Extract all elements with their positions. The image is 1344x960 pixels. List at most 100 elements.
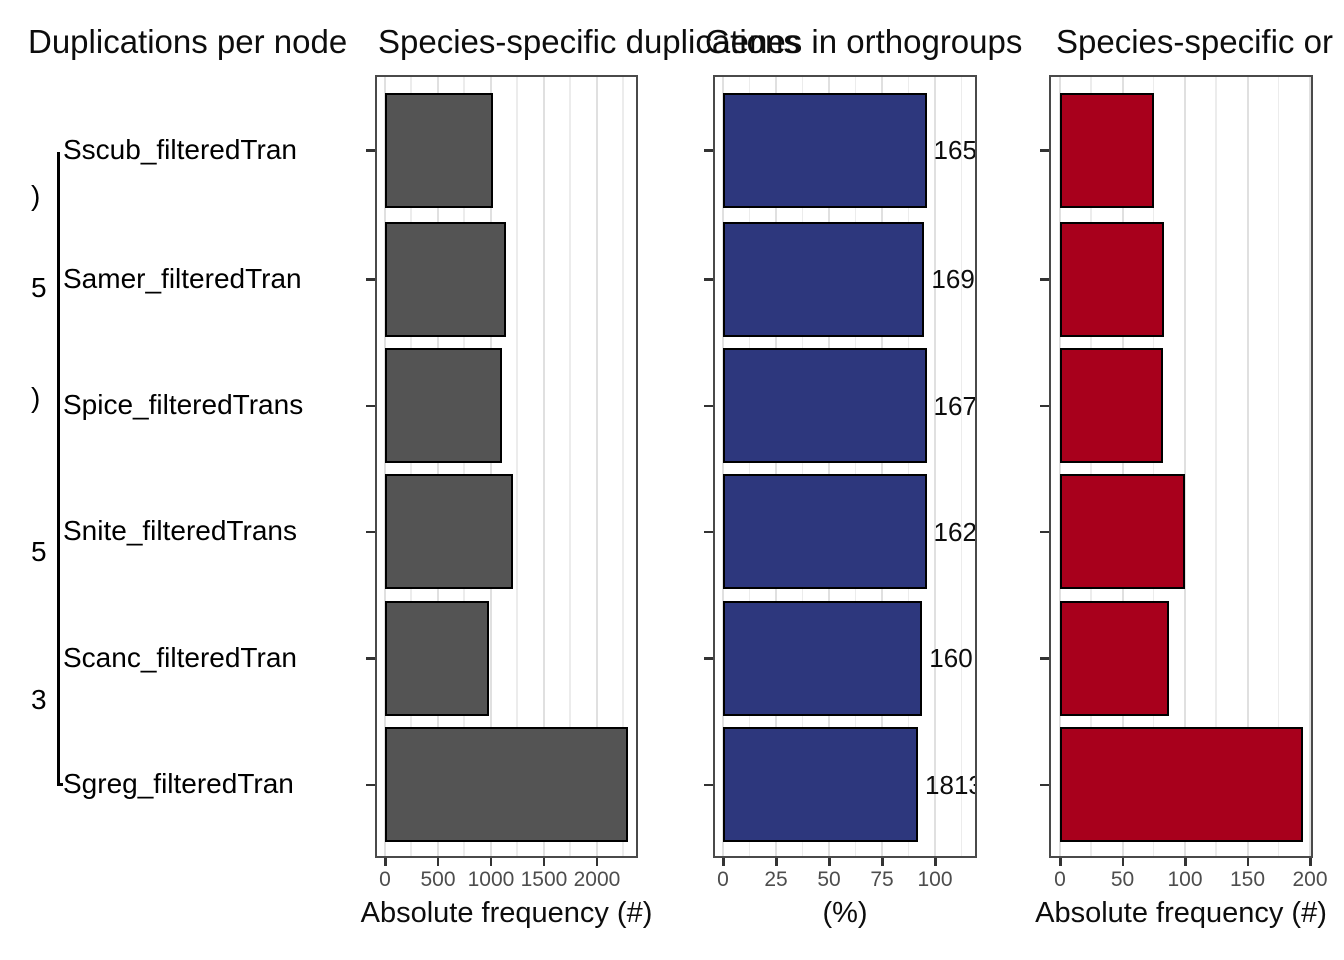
minor-gridline — [1152, 75, 1155, 858]
bar-Spice_filteredTrans — [385, 348, 502, 463]
bar-Sgreg_filteredTran — [1060, 727, 1303, 842]
x-axis-tick — [489, 858, 493, 866]
major-gridline — [722, 75, 724, 858]
x-axis-tick — [1059, 858, 1062, 866]
x-axis-tick-label: 200 — [1292, 868, 1328, 891]
major-gridline — [384, 75, 386, 858]
major-gridline — [1309, 75, 1311, 858]
x-axis-tick-label: 75 — [870, 868, 894, 891]
y-axis-tick — [366, 657, 375, 660]
tree-branch-stub — [57, 783, 63, 786]
minor-gridline — [854, 75, 856, 858]
x-axis-tick — [1309, 858, 1312, 866]
x-axis-tick — [775, 858, 778, 866]
tip-label-sscub: Sscub_filteredTran — [63, 134, 297, 165]
y-axis-tick — [366, 404, 375, 407]
plot-title-duplications-per-node: Duplications per node — [28, 23, 348, 60]
major-gridline — [542, 75, 545, 858]
x-axis-tick — [828, 858, 831, 866]
y-axis-tick — [366, 530, 375, 533]
major-gridline — [828, 75, 830, 858]
major-gridline — [436, 75, 439, 858]
species-tree-panel: Sscub_filteredTran Samer_filteredTran Sp… — [0, 75, 375, 858]
minor-gridline — [1090, 75, 1092, 858]
node-label-partial-3: ) — [31, 382, 41, 413]
bar-Sscub_filteredTran — [723, 92, 927, 208]
bar-panel-genes-in-orthogroups: 165 169 167 162 160 1813 — [713, 75, 977, 858]
minor-gridline — [622, 75, 624, 858]
tip-label-scanc: Scanc_filteredTran — [63, 642, 297, 673]
bar-value-label: 169 — [931, 264, 975, 294]
y-axis-tick — [1040, 657, 1049, 660]
y-axis-tick — [366, 783, 375, 786]
x-axis-tick-label: 50 — [817, 868, 841, 891]
bar-Snite_filteredTrans — [723, 474, 927, 589]
plot-title-species-specific-duplications: Species-specific duplications — [378, 23, 800, 60]
plot-title-genes-in-orthogroups: Genes in orthogroups — [705, 23, 1023, 60]
x-axis-tick — [881, 858, 884, 866]
bar-Sgreg_filteredTran — [385, 727, 628, 842]
x-axis-tick-label: 500 — [420, 868, 456, 891]
bar-value-label: 165 — [933, 135, 977, 165]
minor-gridline — [463, 75, 465, 858]
y-axis-tick — [704, 404, 713, 407]
x-axis-tick — [384, 858, 387, 866]
x-axis-tick-label: 100 — [1167, 868, 1203, 891]
bar-Snite_filteredTrans — [385, 474, 514, 589]
minor-gridline — [1215, 75, 1217, 858]
tip-label-snite: Snite_filteredTrans — [63, 515, 297, 546]
major-gridline — [1121, 75, 1124, 858]
x-axis-tick-label: 25 — [764, 868, 788, 891]
bar-Spice_filteredTrans — [1060, 348, 1163, 463]
tip-label-samer: Samer_filteredTran — [63, 263, 302, 294]
y-axis-tick — [366, 278, 375, 281]
major-gridline — [595, 75, 598, 858]
minor-gridline — [748, 75, 750, 858]
bar-Scanc_filteredTran — [723, 600, 923, 716]
node-label-partial-4: 5 — [31, 536, 47, 567]
bar-Samer_filteredTran — [723, 221, 925, 337]
x-axis-title: Absolute frequency (#) — [1035, 897, 1327, 929]
bar-Scanc_filteredTran — [385, 600, 489, 716]
minor-gridline — [960, 75, 963, 858]
x-axis-tick — [1184, 858, 1187, 866]
y-axis-tick — [1040, 278, 1049, 281]
x-axis-title: (%) — [822, 897, 868, 929]
bar-Snite_filteredTrans — [1060, 474, 1185, 589]
tree-spine-line — [57, 152, 60, 784]
minor-gridline — [801, 75, 803, 858]
minor-gridline — [1277, 75, 1280, 858]
bar-Sscub_filteredTran — [1060, 92, 1154, 208]
x-axis-tick — [1246, 858, 1249, 866]
bar-Samer_filteredTran — [385, 221, 506, 337]
major-gridline — [775, 75, 777, 858]
y-axis-tick — [704, 530, 713, 533]
y-axis-tick — [704, 657, 713, 660]
x-axis-tick-label: 1500 — [520, 868, 568, 891]
x-axis-tick — [436, 858, 440, 866]
bar-value-label: 167 — [933, 390, 977, 421]
bar-value-label: 162 — [933, 516, 977, 547]
y-axis-tick — [1040, 404, 1049, 407]
node-label-partial-1: ) — [31, 180, 41, 211]
x-axis-tick — [595, 858, 599, 866]
minor-gridline — [569, 75, 571, 858]
y-axis-tick — [1040, 783, 1049, 786]
x-axis-tick-label: 100 — [917, 868, 953, 891]
x-axis-tick-label: 150 — [1229, 868, 1266, 891]
x-axis-tick — [542, 858, 546, 866]
x-axis-tick — [722, 858, 725, 866]
x-axis-tick-label: 0 — [379, 868, 391, 891]
y-axis-tick — [1040, 530, 1049, 533]
minor-gridline — [907, 75, 910, 858]
minor-gridline — [516, 75, 518, 858]
bar-Sscub_filteredTran — [385, 92, 494, 208]
x-axis-tick — [1121, 858, 1124, 866]
x-axis-tick-label: 0 — [1054, 868, 1066, 891]
bar-value-label: 160 — [929, 643, 973, 673]
bar-Samer_filteredTran — [1060, 221, 1164, 337]
bar-panel-species-specific-orthogroups — [1049, 75, 1313, 858]
node-label-partial-5: 3 — [31, 684, 47, 715]
major-gridline — [1246, 75, 1249, 858]
